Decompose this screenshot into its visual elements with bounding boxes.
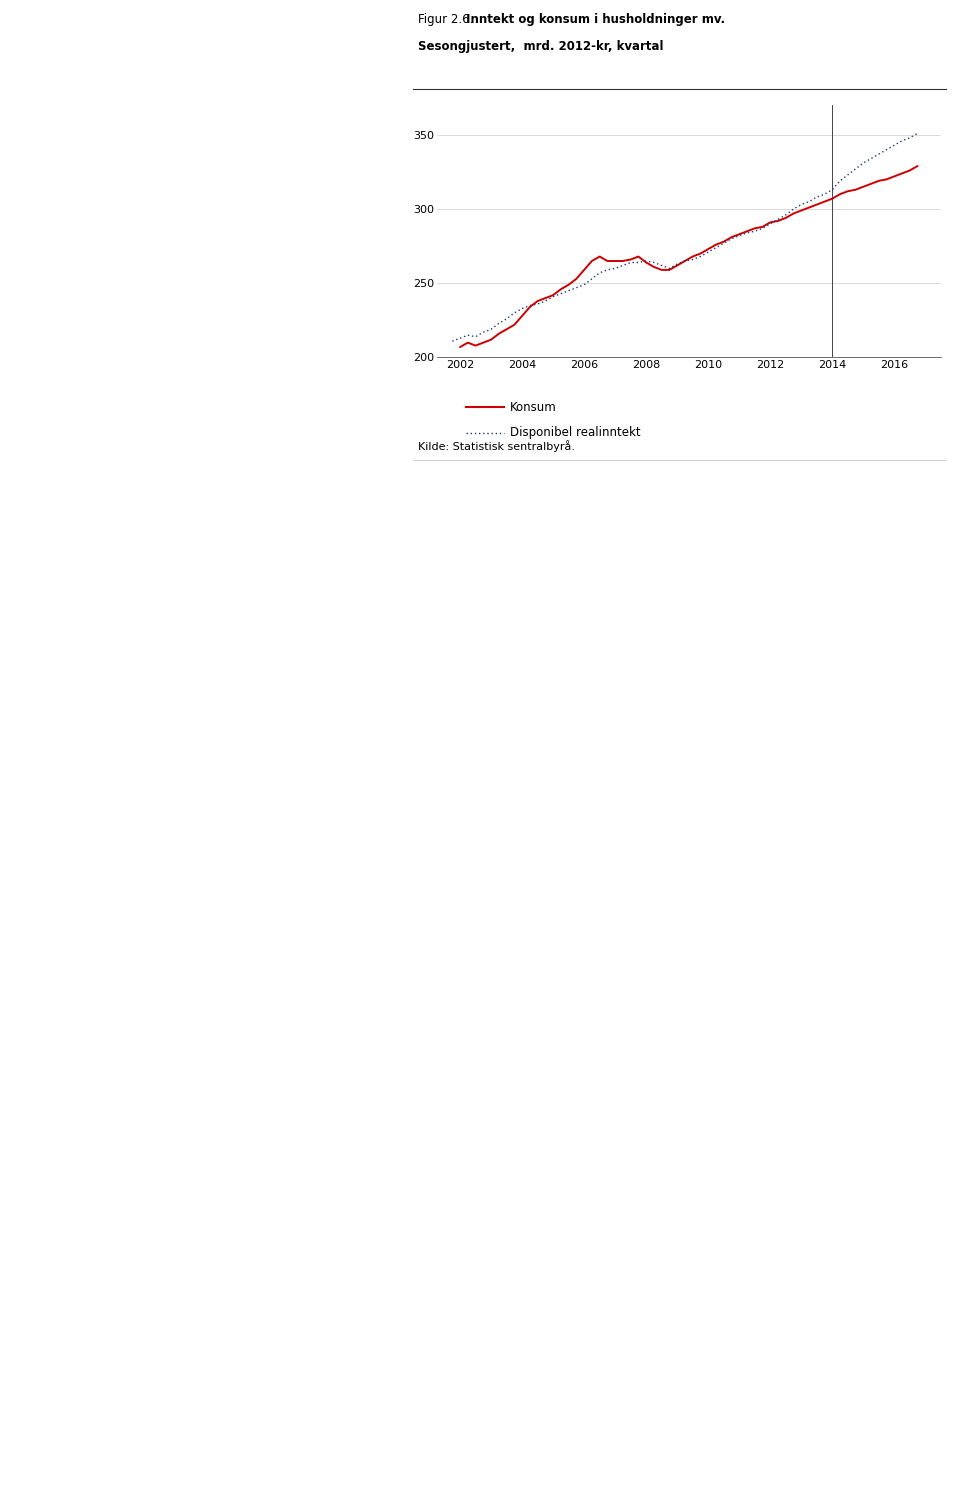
Text: Inntekt og konsum i husholdninger mv.: Inntekt og konsum i husholdninger mv. [462,12,725,26]
Text: Kilde: Statistisk sentralbyrå.: Kilde: Statistisk sentralbyrå. [418,440,575,452]
Text: Disponibel realinntekt: Disponibel realinntekt [510,427,640,439]
Text: Sesongjustert,  mrd. 2012-kr, kvartal: Sesongjustert, mrd. 2012-kr, kvartal [418,39,663,53]
Text: Figur 2.6.: Figur 2.6. [418,12,473,26]
Text: Konsum: Konsum [510,401,557,413]
